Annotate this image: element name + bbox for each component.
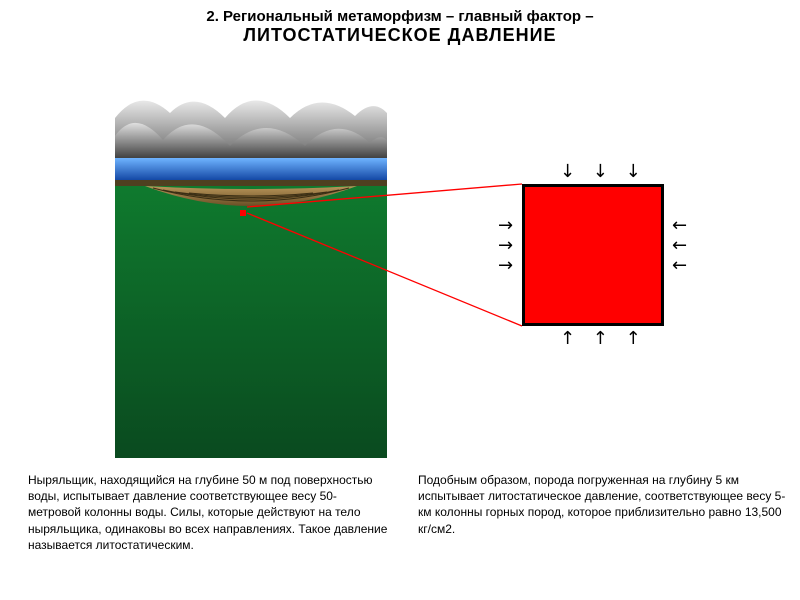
title-line-1: 2. Региональный метаморфизм – главный фа…	[0, 8, 800, 25]
arrows-right-icon: ← ← ←	[672, 216, 687, 276]
title-line-2: ЛИТОСТАТИЧЕСКОЕ ДАВЛЕНИЕ	[0, 25, 800, 46]
subsurface-ground	[115, 186, 387, 458]
geology-cross-section	[115, 58, 387, 458]
caption-right: Подобным образом, порода погруженная на …	[418, 472, 796, 537]
arrows-bottom-icon: ↑ ↑ ↑	[560, 330, 647, 348]
sample-point-marker	[240, 210, 246, 216]
stage: 2. Региональный метаморфизм – главный фа…	[0, 0, 800, 600]
title-block: 2. Региональный метаморфизм – главный фа…	[0, 8, 800, 46]
shoreline	[115, 180, 387, 186]
cross-section-svg	[115, 58, 387, 458]
arrows-top-icon: ↓ ↓ ↓	[560, 163, 647, 181]
caption-left: Ныряльщик, находящийся на глубине 50 м п…	[28, 472, 388, 553]
pressure-cube	[522, 184, 664, 326]
arrows-left-icon: → → →	[498, 216, 513, 276]
lake-water	[115, 158, 387, 182]
